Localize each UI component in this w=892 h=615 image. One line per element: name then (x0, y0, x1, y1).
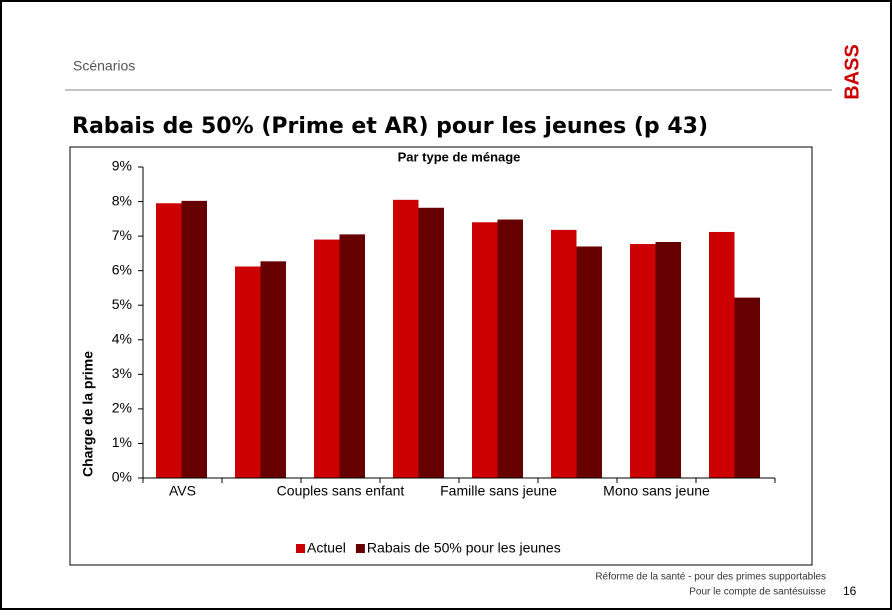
legend-swatch (296, 544, 305, 553)
x-tick-label: AVS (169, 483, 196, 499)
y-tick-label: 0% (112, 469, 132, 485)
bar (339, 234, 365, 478)
y-tick-label: 7% (112, 227, 132, 243)
y-tick-label: 9% (112, 158, 132, 174)
y-tick-label: 2% (112, 400, 132, 416)
bar (260, 261, 286, 478)
bar (630, 244, 656, 478)
y-tick-label: 6% (112, 261, 132, 277)
y-axis-label: Charge de la prime (80, 351, 96, 477)
chart-frame (69, 146, 813, 566)
plot: 0% 1% 2% 3% 4% 5% 6% 7% 8% 9% AVS Couples sans enfa… (112, 158, 776, 556)
x-tick-label: Mono sans jeune (603, 483, 710, 499)
slide-title: Rabais de 50% (Prime et AR) pour les jeu… (72, 114, 708, 139)
y-tick-label: 1% (112, 434, 132, 450)
bar (181, 200, 207, 478)
logo: BASS (841, 44, 863, 100)
bar (418, 207, 444, 478)
bar (734, 297, 760, 478)
chart-title: Par type de ménage (398, 149, 521, 164)
x-tick-label: Couples sans enfant (277, 483, 405, 499)
bar (472, 222, 498, 478)
footer-line: Réforme de la santé - pour des primes su… (595, 572, 826, 583)
bar (314, 239, 340, 478)
bar (235, 266, 261, 478)
page-number: 16 (843, 584, 857, 598)
legend-label: Rabais de 50% pour les jeunes (367, 540, 561, 556)
bar (156, 203, 182, 479)
bar (393, 199, 419, 479)
y-tick-label: 5% (112, 296, 132, 312)
footer-line: Pour le compte de santésuisse (689, 587, 826, 598)
y-tick-label: 4% (112, 330, 132, 346)
y-tick-label: 3% (112, 365, 132, 381)
bar (551, 229, 577, 478)
x-tick-label: Famille sans jeune (440, 483, 557, 499)
bar (497, 219, 523, 478)
legend-label: Actuel (307, 540, 346, 556)
bar (655, 241, 681, 478)
bar (576, 246, 602, 478)
section-label: Scénarios (73, 58, 135, 74)
y-tick-label: 8% (112, 192, 132, 208)
bar (709, 231, 735, 478)
legend-swatch (355, 544, 365, 553)
